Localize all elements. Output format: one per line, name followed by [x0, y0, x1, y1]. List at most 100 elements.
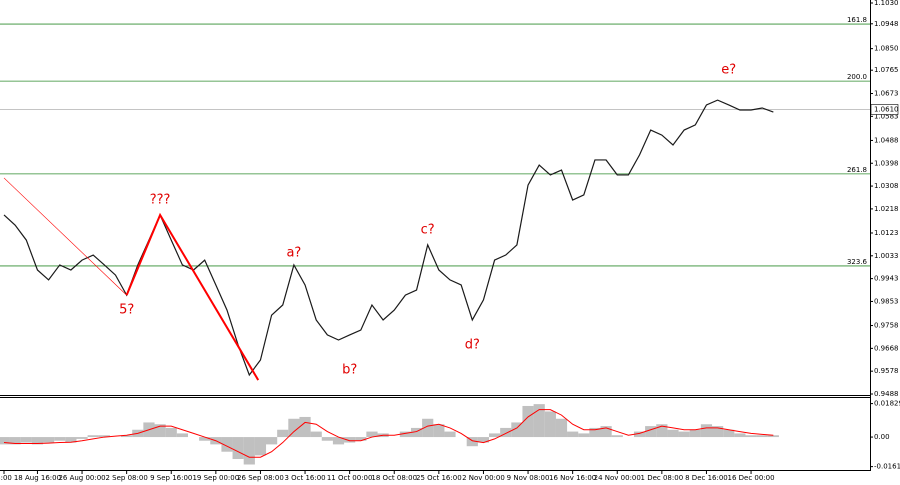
histogram-bar	[600, 426, 612, 438]
histogram-bar	[344, 437, 356, 443]
histogram-bar	[54, 437, 66, 441]
histogram-bar	[578, 433, 590, 438]
histogram-bar	[243, 437, 255, 465]
histogram-bar	[332, 437, 345, 445]
histogram-bar	[422, 418, 434, 438]
histogram-bar	[121, 435, 133, 438]
y-tick-label: 1.0850	[874, 45, 899, 53]
histogram-bar	[645, 426, 657, 438]
level-label: 200.0	[847, 73, 867, 81]
x-tick-label: 1 Dec 08:00	[641, 474, 684, 482]
histogram-bar	[254, 437, 267, 456]
last-price-box	[870, 104, 899, 115]
x-tick-label: 9 Sep 16:00	[150, 474, 192, 482]
x-tick-label: 3 Oct 16:00	[284, 474, 325, 482]
y-tick-label: 1.0673	[874, 90, 899, 98]
level-label: 261.8	[847, 166, 867, 174]
x-tick-label: 18 Oct 08:00	[371, 474, 417, 482]
histogram-bar	[555, 418, 568, 438]
histogram-bar	[76, 437, 88, 439]
histogram-bar	[355, 437, 367, 441]
x-tick-label: 2 Sep 08:00	[106, 474, 148, 482]
y-tick-label: 1.0123	[874, 229, 899, 237]
x-tick-label: 26 Sep 08:00	[237, 474, 284, 482]
histogram-bar	[321, 437, 333, 441]
x-tick-label: 25 Oct 16:00	[416, 474, 462, 482]
wave-label: ???	[150, 193, 171, 208]
histogram-bar	[656, 424, 668, 438]
histogram-bar	[500, 427, 512, 438]
x-tick-label: 16 Dec 00:00	[728, 474, 775, 482]
y-tick-label: 1.0765	[874, 66, 899, 74]
histogram-bar	[65, 437, 77, 443]
x-tick-label: 11 Oct 00:00	[327, 474, 373, 482]
histogram-bar	[9, 437, 21, 445]
histogram-bar	[633, 431, 646, 438]
histogram-bar	[154, 424, 166, 438]
histogram-bar	[489, 433, 501, 438]
y-tick-label: 1.0948	[874, 20, 899, 28]
histogram-bar	[221, 437, 233, 452]
y-tick-label: 0.01829	[874, 400, 900, 408]
histogram-bar	[20, 437, 32, 443]
histogram-bar	[232, 437, 244, 460]
wave-label: c?	[421, 222, 435, 237]
x-tick-label: 19 Sep 00:00	[192, 474, 239, 482]
histogram-bar	[444, 431, 456, 438]
y-tick-label: 1.0488	[874, 136, 899, 144]
histogram-bar	[767, 435, 779, 438]
level-label: 323.6	[847, 258, 868, 266]
histogram-bar	[589, 427, 601, 438]
histogram-bar	[611, 435, 623, 438]
histogram-bar	[199, 437, 211, 441]
histogram-bar	[0, 437, 10, 445]
histogram-bar	[723, 429, 735, 438]
y-tick-label: 0.00	[874, 433, 890, 441]
y-tick-label: 0.9758	[874, 322, 899, 330]
x-tick-label: 9 Nov 08:00	[507, 474, 550, 482]
histogram-bar	[310, 431, 322, 438]
x-tick-label: 18 Aug 16:00	[14, 474, 61, 482]
histogram-bar	[366, 431, 378, 438]
histogram-bar	[410, 427, 423, 438]
histogram-bar	[399, 431, 411, 438]
histogram-bar	[700, 424, 713, 438]
histogram-bar	[712, 426, 724, 438]
histogram-bar	[31, 437, 44, 445]
y-tick-label: 1.0218	[874, 205, 899, 213]
histogram-bar	[678, 431, 690, 438]
histogram-bar	[466, 437, 478, 447]
y-tick-label: 0.9488	[874, 390, 899, 398]
y-tick-label: 0.9853	[874, 297, 899, 305]
wave-label: e?	[721, 62, 736, 77]
wave-label: b?	[342, 362, 357, 377]
histogram-bar	[277, 429, 289, 438]
histogram-bar	[43, 437, 55, 443]
histogram-bar	[511, 422, 523, 438]
y-tick-label: 1.1030	[874, 0, 899, 7]
y-tick-label: 0.9578	[874, 367, 899, 375]
y-tick-label: 1.0398	[874, 159, 899, 167]
x-tick-label: 2 Nov 00:00	[462, 474, 505, 482]
level-label: 161.8	[847, 16, 867, 24]
histogram-bar	[176, 433, 188, 438]
x-tick-label: 16 Nov 16:00	[549, 474, 596, 482]
y-tick-label: 1.0583	[874, 112, 899, 120]
trend-line	[125, 212, 260, 381]
y-tick-label: 1.0033	[874, 252, 899, 260]
last-price-label: 1.0610	[874, 105, 899, 113]
x-tick-label: 24 Nov 00:00	[594, 474, 641, 482]
x-tick-label: 26 Aug 00:00	[58, 474, 105, 482]
wave-label: a?	[286, 246, 301, 261]
histogram-bar	[165, 427, 177, 438]
histogram-bar	[522, 405, 534, 438]
histogram-bar	[745, 435, 757, 438]
histogram-bar	[433, 424, 445, 438]
wave-label: 5?	[119, 303, 134, 318]
histogram-bar	[533, 404, 545, 438]
y-tick-label: 0.9668	[874, 344, 899, 352]
y-tick-label: -0.01615	[874, 463, 900, 471]
histogram-bar	[87, 435, 99, 438]
histogram-bar	[756, 435, 768, 438]
trend-line	[3, 177, 127, 296]
